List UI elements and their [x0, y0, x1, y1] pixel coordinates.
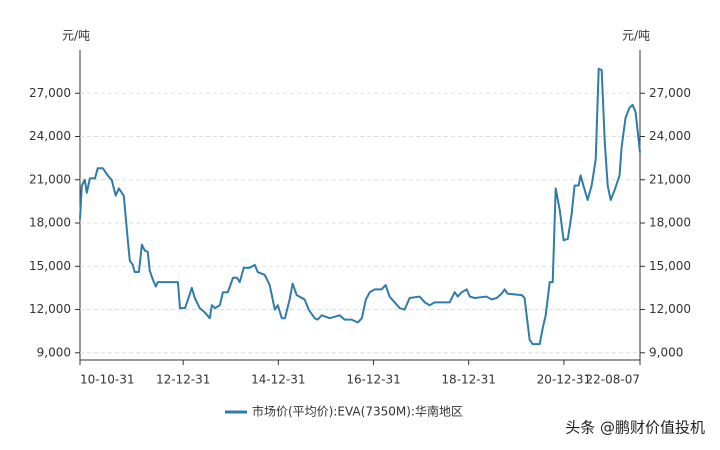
- y2-tick-label: 9,000: [649, 345, 683, 359]
- x-tick-label: 16-12-31: [346, 373, 400, 387]
- y2-tick-label: 21,000: [649, 172, 691, 186]
- y-axis-label: 元/吨: [62, 29, 90, 43]
- y-tick-label: 21,000: [29, 172, 71, 186]
- y2-tick-label: 18,000: [649, 216, 691, 230]
- y2-axis-label: 元/吨: [622, 29, 650, 43]
- x-tick-label: 18-12-31: [441, 373, 495, 387]
- watermark: 头条 @鹏财价值投机: [565, 419, 705, 437]
- x-tick-label: 12-12-31: [156, 373, 210, 387]
- x-tick-label: 14-12-31: [251, 373, 305, 387]
- y-tick-label: 18,000: [29, 216, 71, 230]
- y2-tick-label: 24,000: [649, 129, 691, 143]
- x-tick-label: 22-08-07: [586, 373, 640, 387]
- x-tick-label: 10-10-31: [80, 373, 134, 387]
- x-tick-label: 20-12-31: [537, 373, 591, 387]
- y2-tick-label: 27,000: [649, 86, 691, 100]
- line-series: [79, 67, 641, 346]
- y-tick-label: 24,000: [29, 129, 71, 143]
- y-tick-label: 9,000: [37, 345, 71, 359]
- y2-tick-label: 15,000: [649, 259, 691, 273]
- y-tick-label: 15,000: [29, 259, 71, 273]
- y-tick-label: 12,000: [29, 302, 71, 316]
- y-tick-label: 27,000: [29, 86, 71, 100]
- y2-tick-label: 12,000: [649, 302, 691, 316]
- legend-label: 市场价(平均价):EVA(7350M):华南地区: [252, 404, 463, 419]
